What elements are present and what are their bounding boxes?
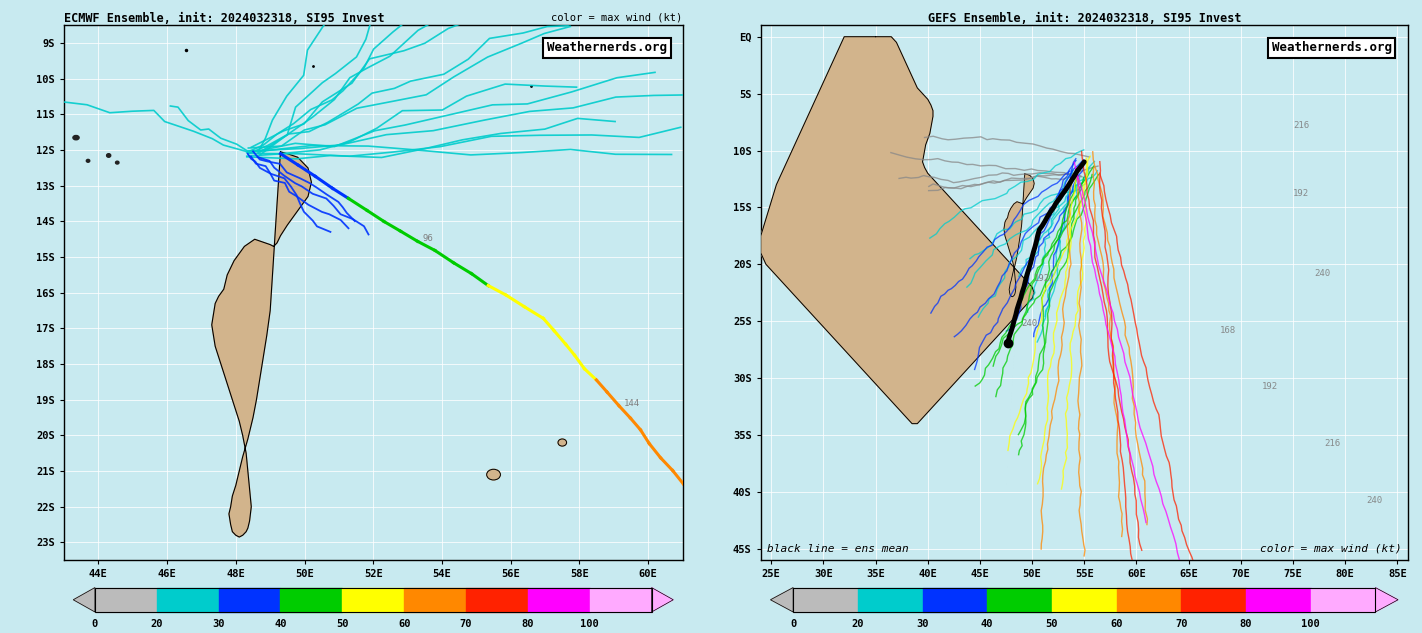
Bar: [528, 587, 590, 612]
Bar: [793, 587, 1375, 612]
Polygon shape: [74, 587, 95, 612]
Ellipse shape: [486, 469, 501, 480]
Title: GEFS Ensemble, init: 2024032318, SI95 Invest: GEFS Ensemble, init: 2024032318, SI95 In…: [927, 12, 1241, 25]
Text: 50: 50: [1045, 619, 1058, 629]
Text: 40: 40: [981, 619, 994, 629]
Text: Weathernerds.org: Weathernerds.org: [547, 41, 667, 54]
Bar: [1052, 587, 1116, 612]
Text: 192: 192: [1034, 274, 1049, 283]
Polygon shape: [651, 587, 673, 612]
Bar: [280, 587, 343, 612]
Bar: [404, 587, 466, 612]
Text: 40: 40: [274, 619, 287, 629]
Text: 70: 70: [459, 619, 472, 629]
Text: 0: 0: [92, 619, 98, 629]
Bar: [923, 587, 987, 612]
Text: 96: 96: [422, 234, 434, 243]
Text: 70: 70: [1175, 619, 1187, 629]
Polygon shape: [212, 152, 311, 537]
Text: 240: 240: [1021, 319, 1037, 328]
Ellipse shape: [87, 160, 90, 162]
Bar: [95, 587, 156, 612]
Text: 144: 144: [624, 399, 640, 408]
Text: 30: 30: [916, 619, 929, 629]
Polygon shape: [771, 587, 793, 612]
Ellipse shape: [73, 135, 80, 140]
Text: 60: 60: [1111, 619, 1123, 629]
Bar: [95, 587, 651, 612]
Text: 30: 30: [212, 619, 225, 629]
Polygon shape: [1004, 174, 1034, 297]
Text: 100: 100: [580, 619, 599, 629]
Text: black line = ens mean: black line = ens mean: [768, 544, 909, 554]
Bar: [590, 587, 651, 612]
Bar: [1182, 587, 1246, 612]
Bar: [466, 587, 528, 612]
Bar: [156, 587, 219, 612]
Text: 0: 0: [791, 619, 796, 629]
Text: Weathernerds.org: Weathernerds.org: [1271, 41, 1392, 54]
Text: 240: 240: [1367, 496, 1382, 505]
Bar: [1116, 587, 1182, 612]
Text: 240: 240: [1314, 268, 1330, 278]
Bar: [793, 587, 857, 612]
Ellipse shape: [115, 161, 119, 164]
Text: 60: 60: [398, 619, 411, 629]
Text: color = max wind (kt): color = max wind (kt): [552, 12, 683, 22]
Text: 192: 192: [1261, 382, 1278, 391]
Text: 20: 20: [151, 619, 164, 629]
Bar: [987, 587, 1052, 612]
Bar: [857, 587, 923, 612]
Polygon shape: [1375, 587, 1398, 612]
Text: 50: 50: [336, 619, 348, 629]
Text: 192: 192: [1293, 189, 1310, 198]
Ellipse shape: [107, 154, 111, 157]
Text: color = max wind (kt): color = max wind (kt): [1260, 544, 1401, 554]
Text: 80: 80: [522, 619, 535, 629]
Text: 80: 80: [1240, 619, 1253, 629]
Polygon shape: [761, 37, 1034, 423]
Bar: [1246, 587, 1311, 612]
Bar: [343, 587, 404, 612]
Bar: [1311, 587, 1375, 612]
Text: 100: 100: [1301, 619, 1320, 629]
Text: ECMWF Ensemble, init: 2024032318, SI95 Invest: ECMWF Ensemble, init: 2024032318, SI95 I…: [64, 12, 384, 25]
Text: 168: 168: [1220, 325, 1236, 335]
Bar: [219, 587, 280, 612]
Text: 216: 216: [1324, 439, 1341, 448]
Text: 20: 20: [852, 619, 865, 629]
Ellipse shape: [557, 439, 566, 446]
Text: 216: 216: [1293, 121, 1310, 130]
